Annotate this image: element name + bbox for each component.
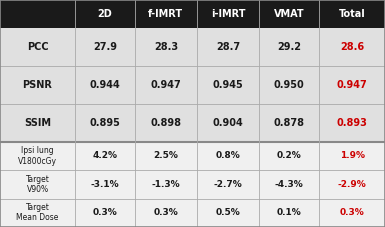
Text: 0.8%: 0.8% [216, 151, 241, 160]
Text: 1.9%: 1.9% [340, 151, 365, 160]
Text: 28.7: 28.7 [216, 42, 240, 52]
Text: 29.2: 29.2 [277, 42, 301, 52]
Text: -2.7%: -2.7% [214, 180, 243, 189]
Text: PCC: PCC [27, 42, 49, 52]
Bar [0, 170, 385, 199]
Text: 0.5%: 0.5% [216, 208, 241, 217]
Text: Target
Mean Dose: Target Mean Dose [16, 203, 59, 222]
Text: f-IMRT: f-IMRT [148, 9, 184, 19]
Text: 0.893: 0.893 [336, 118, 368, 128]
Text: 0.1%: 0.1% [277, 208, 302, 217]
Text: VMAT: VMAT [274, 9, 305, 19]
Text: 0.895: 0.895 [89, 118, 121, 128]
Text: -1.3%: -1.3% [152, 180, 180, 189]
Text: Ipsi lung
V1800cGy: Ipsi lung V1800cGy [18, 146, 57, 166]
Bar [0, 28, 385, 66]
Text: 28.6: 28.6 [340, 42, 364, 52]
Bar [0, 142, 385, 170]
Text: 0.3%: 0.3% [92, 208, 117, 217]
Text: 0.3%: 0.3% [340, 208, 365, 217]
Bar [0, 199, 385, 227]
Text: 0.878: 0.878 [274, 118, 305, 128]
Text: Total: Total [339, 9, 365, 19]
Text: -4.3%: -4.3% [275, 180, 304, 189]
Text: PSNR: PSNR [23, 80, 52, 90]
Bar [0, 0, 385, 28]
Text: 0.2%: 0.2% [277, 151, 302, 160]
Text: 0.3%: 0.3% [154, 208, 178, 217]
Text: 0.904: 0.904 [213, 118, 244, 128]
Text: 0.947: 0.947 [151, 80, 181, 90]
Text: 27.9: 27.9 [93, 42, 117, 52]
Text: 0.947: 0.947 [337, 80, 367, 90]
Text: SSIM: SSIM [24, 118, 51, 128]
Text: 0.898: 0.898 [151, 118, 181, 128]
Text: -3.1%: -3.1% [90, 180, 119, 189]
Bar [0, 66, 385, 104]
Text: 2D: 2D [97, 9, 112, 19]
Text: -2.9%: -2.9% [338, 180, 367, 189]
Text: 28.3: 28.3 [154, 42, 178, 52]
Text: i-IMRT: i-IMRT [211, 9, 246, 19]
Text: 2.5%: 2.5% [154, 151, 178, 160]
Text: 0.944: 0.944 [90, 80, 120, 90]
Text: 0.945: 0.945 [213, 80, 244, 90]
Bar [0, 104, 385, 142]
Text: 0.950: 0.950 [274, 80, 305, 90]
Text: 4.2%: 4.2% [92, 151, 117, 160]
Text: Target
V90%: Target V90% [25, 175, 50, 194]
